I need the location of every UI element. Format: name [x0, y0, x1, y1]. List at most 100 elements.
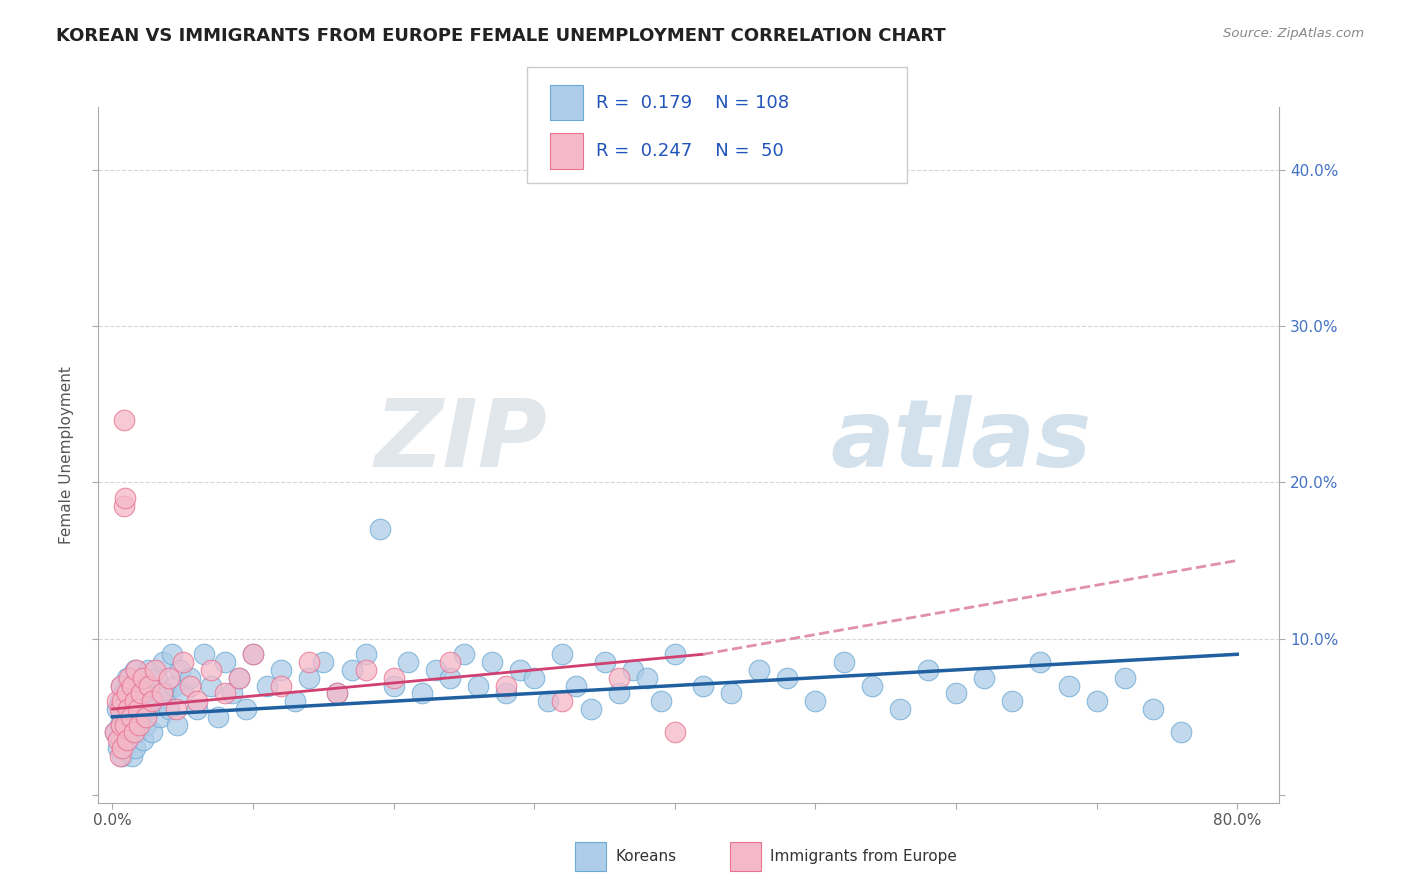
Point [1085, 694, 1108, 708]
Point [127, 679, 149, 693]
Point [117, 733, 139, 747]
Point [143, 663, 166, 677]
Point [138, 702, 160, 716]
Point [127, 702, 149, 716]
Point [214, 655, 236, 669]
Point [439, 671, 461, 685]
Point [242, 647, 264, 661]
Point [221, 686, 243, 700]
Point [160, 647, 183, 661]
Point [122, 717, 145, 731]
Point [120, 725, 142, 739]
Point [186, 694, 208, 708]
Point [1114, 671, 1136, 685]
Point [973, 671, 995, 685]
Point [155, 686, 177, 700]
Point [107, 733, 129, 747]
Point [537, 694, 560, 708]
Point [284, 694, 307, 708]
Point [207, 710, 229, 724]
Point [141, 725, 163, 739]
Point [860, 679, 883, 693]
Point [149, 710, 172, 724]
Point [354, 647, 377, 661]
Point [382, 671, 405, 685]
Point [326, 686, 349, 700]
Point [108, 717, 131, 731]
Point [228, 671, 250, 685]
Point [114, 702, 136, 716]
Point [621, 663, 644, 677]
Point [112, 686, 135, 700]
Point [425, 663, 447, 677]
Point [110, 733, 132, 747]
Point [636, 671, 658, 685]
Point [179, 671, 201, 685]
Point [312, 655, 335, 669]
Point [214, 686, 236, 700]
Point [228, 671, 250, 685]
Point [200, 663, 222, 677]
Point [509, 663, 531, 677]
Point [256, 679, 278, 693]
Point [467, 679, 489, 693]
Point [1001, 694, 1024, 708]
Point [129, 710, 152, 724]
Point [131, 671, 153, 685]
Point [193, 647, 215, 661]
Point [1170, 725, 1192, 739]
Point [121, 679, 143, 693]
Point [1142, 702, 1164, 716]
Point [593, 655, 616, 669]
Point [163, 679, 186, 693]
Point [138, 679, 160, 693]
Point [146, 671, 169, 685]
Point [114, 741, 136, 756]
Point [157, 702, 180, 716]
Point [607, 671, 630, 685]
Y-axis label: Female Unemployment: Female Unemployment [59, 366, 75, 544]
Point [110, 679, 132, 693]
Point [118, 710, 141, 724]
Point [111, 748, 134, 763]
Point [129, 686, 152, 700]
Point [127, 725, 149, 739]
Point [115, 686, 138, 700]
Point [150, 686, 173, 700]
Point [121, 748, 143, 763]
Point [179, 679, 201, 693]
Point [121, 702, 143, 716]
Point [169, 663, 191, 677]
Point [135, 717, 157, 731]
Point [112, 413, 135, 427]
Point [565, 679, 588, 693]
Point [139, 679, 162, 693]
Point [111, 741, 134, 756]
Point [166, 717, 188, 731]
Point [298, 655, 321, 669]
Point [112, 725, 135, 739]
Point [124, 663, 146, 677]
Point [411, 686, 433, 700]
Point [889, 702, 911, 716]
Point [111, 710, 134, 724]
Point [141, 694, 163, 708]
Point [112, 499, 135, 513]
Point [120, 710, 142, 724]
Point [270, 679, 292, 693]
Point [832, 655, 855, 669]
Point [495, 679, 517, 693]
Point [134, 686, 156, 700]
Point [165, 702, 187, 716]
Point [607, 686, 630, 700]
Point [650, 694, 672, 708]
Point [132, 733, 155, 747]
Point [396, 655, 419, 669]
Point [143, 694, 166, 708]
Point [298, 671, 321, 685]
Point [115, 733, 138, 747]
Point [117, 702, 139, 716]
Text: KOREAN VS IMMIGRANTS FROM EUROPE FEMALE UNEMPLOYMENT CORRELATION CHART: KOREAN VS IMMIGRANTS FROM EUROPE FEMALE … [56, 27, 946, 45]
Text: Koreans: Koreans [616, 849, 676, 863]
Point [748, 663, 770, 677]
